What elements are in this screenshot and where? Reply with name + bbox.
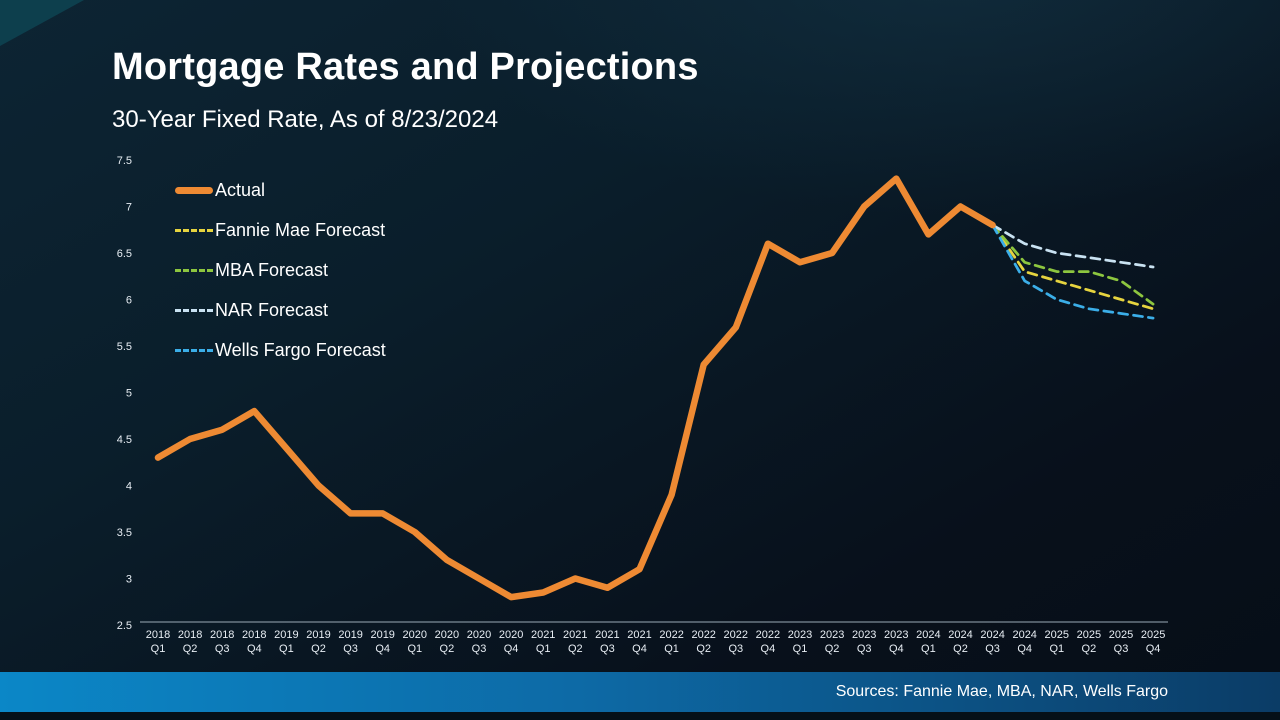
legend-label-nar: NAR Forecast xyxy=(215,299,329,320)
legend-item-fannie-mae: Fannie Mae Forecast xyxy=(175,210,386,250)
svg-text:4.5: 4.5 xyxy=(117,434,132,446)
legend-label-actual: Actual xyxy=(215,179,266,200)
svg-text:5.5: 5.5 xyxy=(117,341,132,353)
mortgage-rates-chart: 2.5 3 3.5 4 4.5 5 5.5 6 6.5 7 7.5 2018 Q1 2018 Q2 2018 Q… xyxy=(117,155,1168,655)
svg-text:7.5: 7.5 xyxy=(117,155,132,167)
svg-text:6: 6 xyxy=(126,295,132,307)
svg-text:2.5: 2.5 xyxy=(117,620,132,632)
svg-text:4: 4 xyxy=(126,481,132,493)
chart-legend: Actual Fannie Mae Forecast MBA Forecast … xyxy=(175,170,386,370)
legend-label-mba: MBA Forecast xyxy=(215,259,329,280)
legend-label-wells-fargo: Wells Fargo Forecast xyxy=(215,339,386,360)
svg-text:3.5: 3.5 xyxy=(117,527,132,539)
sources-text: Sources: Fannie Mae, MBA, NAR, Wells Far… xyxy=(835,683,1168,700)
legend-swatch-wells-fargo xyxy=(175,348,213,352)
legend-item-actual: Actual xyxy=(175,170,386,210)
legend-swatch-mba xyxy=(175,268,213,272)
svg-text:5: 5 xyxy=(126,388,132,400)
footer-bar: Sources: Fannie Mae, MBA, NAR, Wells Far… xyxy=(0,672,1280,712)
footer-strip xyxy=(0,712,1280,720)
svg-text:6.5: 6.5 xyxy=(117,248,132,260)
svg-text:7: 7 xyxy=(126,202,132,214)
legend-item-wells-fargo: Wells Fargo Forecast xyxy=(175,330,386,370)
page-subtitle: 30-Year Fixed Rate, As of 8/23/2024 xyxy=(112,106,499,133)
legend-swatch-fannie-mae xyxy=(175,228,213,232)
legend-swatch-nar xyxy=(175,308,213,312)
chart-plot-area: 2.5 3 3.5 4 4.5 5 5.5 6 6.5 7 7.5 2018 Q1 2018 Q2 2018 Q… xyxy=(117,155,1168,655)
svg-text:3: 3 xyxy=(126,574,132,586)
page-title: Mortgage Rates and Projections xyxy=(112,46,699,88)
legend-label-fannie-mae: Fannie Mae Forecast xyxy=(215,219,386,240)
corner-accent-triangle xyxy=(0,0,84,46)
legend-swatch-actual xyxy=(175,186,213,194)
legend-item-mba: MBA Forecast xyxy=(175,250,386,290)
legend-item-nar: NAR Forecast xyxy=(175,290,386,330)
